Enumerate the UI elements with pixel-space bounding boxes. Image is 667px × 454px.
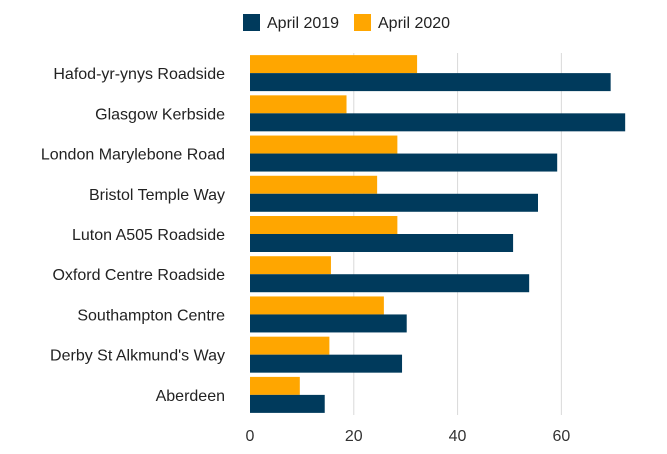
x-tick-label-60: 60: [552, 428, 570, 445]
bars: [250, 55, 626, 413]
category-label-4: Luton A505 Roadside: [72, 227, 225, 244]
category-label-2: London Marylebone Road: [41, 147, 225, 164]
bar-2020-0: [250, 55, 418, 74]
category-label-7: Derby St Alkmund's Way: [50, 348, 225, 365]
category-label-1: Glasgow Kerbside: [95, 106, 225, 123]
category-labels: Hafod-yr-ynys Roadside Glasgow Kerbside Lo…: [41, 66, 225, 405]
legend-label-1: April 2020: [378, 15, 450, 32]
bar-2020-3: [250, 175, 378, 194]
bar-2020-5: [250, 256, 331, 275]
bar-2019-2: [250, 153, 558, 172]
category-label-3: Bristol Temple Way: [89, 187, 225, 204]
bar-2020-1: [250, 95, 347, 114]
legend-swatch-1: [354, 14, 371, 31]
bar-2019-4: [250, 234, 514, 252]
bar-2019-6: [250, 314, 407, 333]
legend: April 2019 April 2020: [243, 14, 450, 32]
bar-2020-2: [250, 135, 398, 154]
x-tick-label-20: 20: [345, 428, 363, 445]
bar-2020-8: [250, 376, 300, 395]
bar-2019-7: [250, 354, 403, 373]
bar-2019-3: [250, 193, 538, 212]
category-label-8: Aberdeen: [156, 388, 225, 405]
legend-swatch-0: [243, 14, 260, 31]
bar-2019-1: [250, 113, 626, 132]
category-label-5: Oxford Centre Roadside: [52, 267, 225, 284]
bar-2019-5: [250, 274, 530, 293]
x-tick-label-0: 0: [246, 428, 255, 445]
bar-2020-6: [250, 296, 384, 315]
bar-2019-0: [250, 73, 611, 92]
category-label-6: Southampton Centre: [77, 307, 225, 324]
bar-2019-8: [250, 394, 325, 413]
category-label-0: Hafod-yr-ynys Roadside: [53, 66, 225, 83]
x-tick-label-40: 40: [449, 428, 467, 445]
legend-label-0: April 2019: [267, 15, 339, 32]
bar-2020-7: [250, 336, 330, 355]
bar-2020-4: [250, 216, 398, 234]
x-axis-ticks: 0 20 40 60: [246, 428, 571, 445]
